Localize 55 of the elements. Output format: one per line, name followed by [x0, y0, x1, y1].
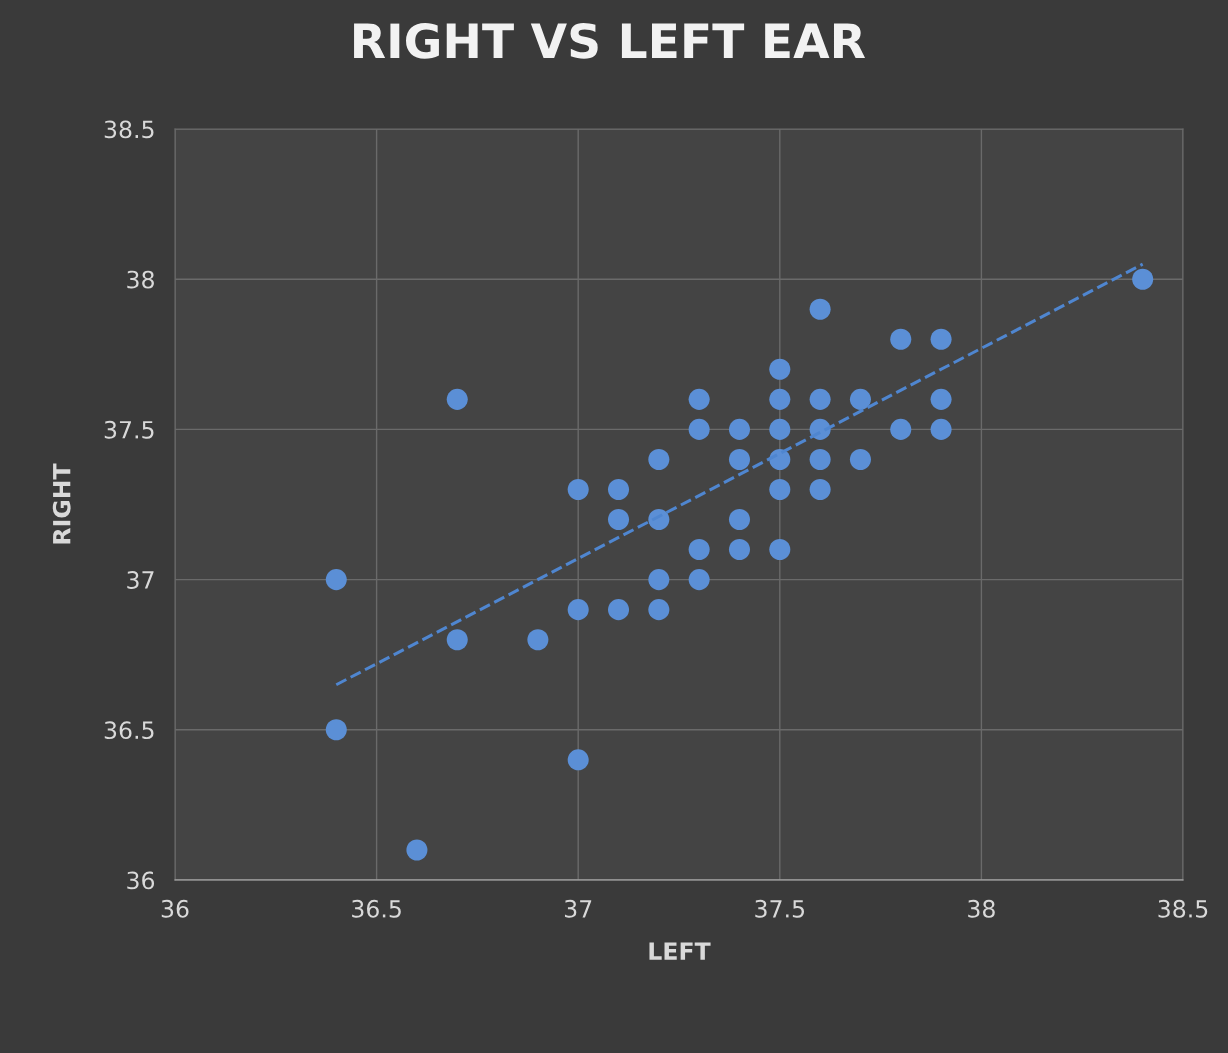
point: [809, 448, 831, 470]
y-tick-label: 37.5: [104, 420, 154, 439]
y-tick-label: 38.5: [104, 120, 154, 139]
point: [688, 569, 710, 591]
point: [648, 448, 670, 470]
y-tick-label: 38: [127, 270, 154, 289]
point: [728, 448, 751, 470]
point: [930, 418, 952, 440]
point: [567, 478, 589, 501]
point: [769, 358, 791, 380]
point: [446, 388, 468, 410]
point: [849, 448, 871, 470]
point: [930, 328, 952, 350]
point: [769, 418, 791, 440]
point: [527, 629, 549, 651]
point: [849, 388, 871, 410]
x-tick-label: 38: [968, 899, 995, 918]
y-tick-label: 37: [127, 571, 154, 589]
point: [1132, 268, 1154, 290]
x-tick-label: 36.5: [352, 899, 401, 918]
x-tick-label: 38.5: [1158, 899, 1208, 918]
point: [688, 418, 710, 440]
point: [567, 749, 589, 771]
point: [648, 599, 670, 621]
point: [607, 508, 630, 531]
point: [688, 539, 710, 561]
point: [890, 328, 912, 350]
point: [607, 599, 630, 621]
point: [728, 539, 751, 561]
y-tick-label: 36: [127, 871, 155, 890]
point: [728, 508, 751, 531]
point: [890, 418, 912, 440]
point: [769, 478, 791, 501]
point: [809, 388, 831, 410]
x-tick-label: 37.5: [755, 899, 805, 918]
point: [406, 839, 428, 861]
y-tick-label: 36.5: [104, 721, 154, 740]
x-axis-title: LEFT: [649, 942, 711, 960]
point: [446, 629, 468, 651]
point: [769, 388, 791, 410]
point: [688, 388, 710, 410]
point: [607, 478, 630, 501]
x-tick-label: 36: [161, 899, 189, 918]
point: [930, 388, 952, 410]
point: [325, 719, 347, 741]
point: [325, 569, 347, 591]
point: [648, 569, 670, 591]
point: [769, 539, 791, 561]
point: [728, 418, 751, 440]
point: [809, 478, 831, 501]
point: [567, 599, 589, 621]
point: [809, 298, 831, 320]
y-axis-title: RIGHT: [52, 463, 71, 544]
x-tick-label: 37: [564, 899, 592, 918]
chart-title: RIGHT VS LEFT EAR: [354, 22, 866, 59]
